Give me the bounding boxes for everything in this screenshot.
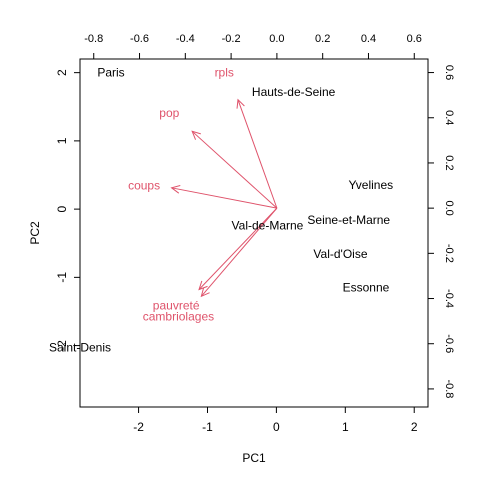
observation-label: Seine-et-Marne	[307, 213, 390, 227]
top-tick-label: -0.4	[176, 33, 195, 45]
right-tick-label: 0.2	[443, 155, 455, 170]
top-axis: -0.8 -0.6 -0.4 -0.2 0.0 0.2 0.4 0.6	[84, 33, 422, 59]
right-tick-label: 0.4	[443, 110, 455, 125]
right-tick-label: 0.6	[443, 65, 455, 80]
right-tick-label: -0.6	[443, 334, 455, 353]
top-tick-label: 0.2	[315, 33, 330, 45]
right-tick-label: 0.0	[443, 200, 455, 215]
y-tick-label: -2	[55, 340, 69, 351]
right-tick-label: -0.2	[443, 244, 455, 263]
variable-label: rpls	[215, 66, 234, 80]
x-tick-label: 1	[342, 420, 349, 434]
observation-labels: Paris Hauts-de-Seine Yvelines Seine-et-Marn…	[49, 66, 393, 355]
y-tick-label: 0	[55, 205, 69, 212]
arrow-head-0	[236, 98, 245, 109]
y-tick-label: 2	[55, 69, 69, 76]
arrow-head-1	[191, 130, 201, 140]
arrow-head-3	[198, 280, 208, 291]
loading-arrows	[170, 98, 278, 298]
loading-arrow-0	[237, 99, 278, 209]
top-tick-label: -0.2	[222, 33, 241, 45]
loading-arrow-1	[191, 130, 278, 209]
observation-label: Val-d'Oise	[313, 247, 367, 261]
x-axis-title: PC1	[242, 451, 266, 465]
x-tick-label: -2	[133, 420, 144, 434]
y-tick-label: 1	[55, 137, 69, 144]
top-tick-label: 0.6	[407, 33, 422, 45]
variable-label: pauvreté	[153, 298, 200, 312]
x-tick-label: 0	[273, 420, 280, 434]
y-axis-title: PC2	[28, 221, 42, 245]
right-axis: -0.8 -0.6 -0.4 -0.2 0.0 0.2 0.4 0.6	[428, 65, 455, 398]
loading-arrow-3	[198, 207, 278, 290]
loading-arrow-4	[200, 207, 278, 297]
top-tick-label: -0.6	[130, 33, 149, 45]
right-tick-label: -0.8	[443, 379, 455, 398]
variable-label: cambriolages	[143, 310, 214, 324]
top-tick-label: -0.8	[84, 33, 103, 45]
observation-label: Yvelines	[348, 178, 393, 192]
x-tick-label: 2	[411, 420, 418, 434]
variable-label: coups	[128, 179, 160, 193]
observation-label: Essonne	[343, 281, 390, 295]
top-tick-label: 0.4	[361, 33, 376, 45]
left-axis: -2 -1 0 1 2	[55, 69, 80, 351]
arrow-head-4	[200, 287, 210, 298]
top-tick-label: 0.0	[269, 33, 284, 45]
right-tick-label: -0.4	[443, 289, 455, 308]
observation-label: Paris	[97, 66, 124, 80]
arrow-head-2	[170, 185, 181, 194]
observation-label: Saint-Denis	[49, 341, 111, 355]
observation-label: Val-de-Marne	[232, 218, 304, 232]
variable-label: pop	[159, 106, 179, 120]
bottom-axis: -2 -1 0 1 2	[133, 407, 418, 434]
loading-arrow-2	[171, 187, 277, 209]
plot-box	[79, 58, 429, 408]
observation-label: Hauts-de-Seine	[252, 85, 336, 99]
y-tick-label: -1	[55, 272, 69, 283]
x-tick-label: -1	[202, 420, 213, 434]
